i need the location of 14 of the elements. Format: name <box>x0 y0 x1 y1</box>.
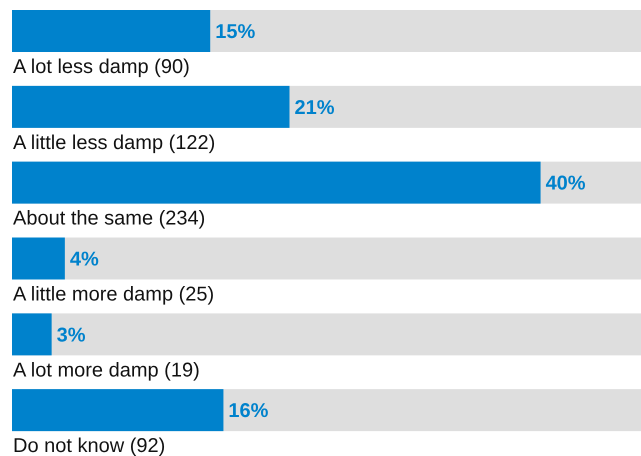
y-tick-label: A little less damp (122) <box>13 132 216 154</box>
bar <box>12 238 65 280</box>
y-tick-label: A little more damp (25) <box>13 284 214 306</box>
y-tick-label: A lot less damp (90) <box>13 56 190 78</box>
data-label: 16% <box>228 400 269 422</box>
data-label: 40% <box>546 172 586 195</box>
y-tick-label: Do not know (92) <box>13 435 166 456</box>
bar <box>12 313 52 356</box>
data-label: 15% <box>215 21 256 43</box>
data-label: 3% <box>56 324 86 346</box>
y-tick-label: A lot more damp (19) <box>13 359 200 382</box>
data-label: 21% <box>294 96 335 119</box>
y-tick-label: About the same (234) <box>13 208 206 230</box>
data-label: 4% <box>70 248 99 270</box>
